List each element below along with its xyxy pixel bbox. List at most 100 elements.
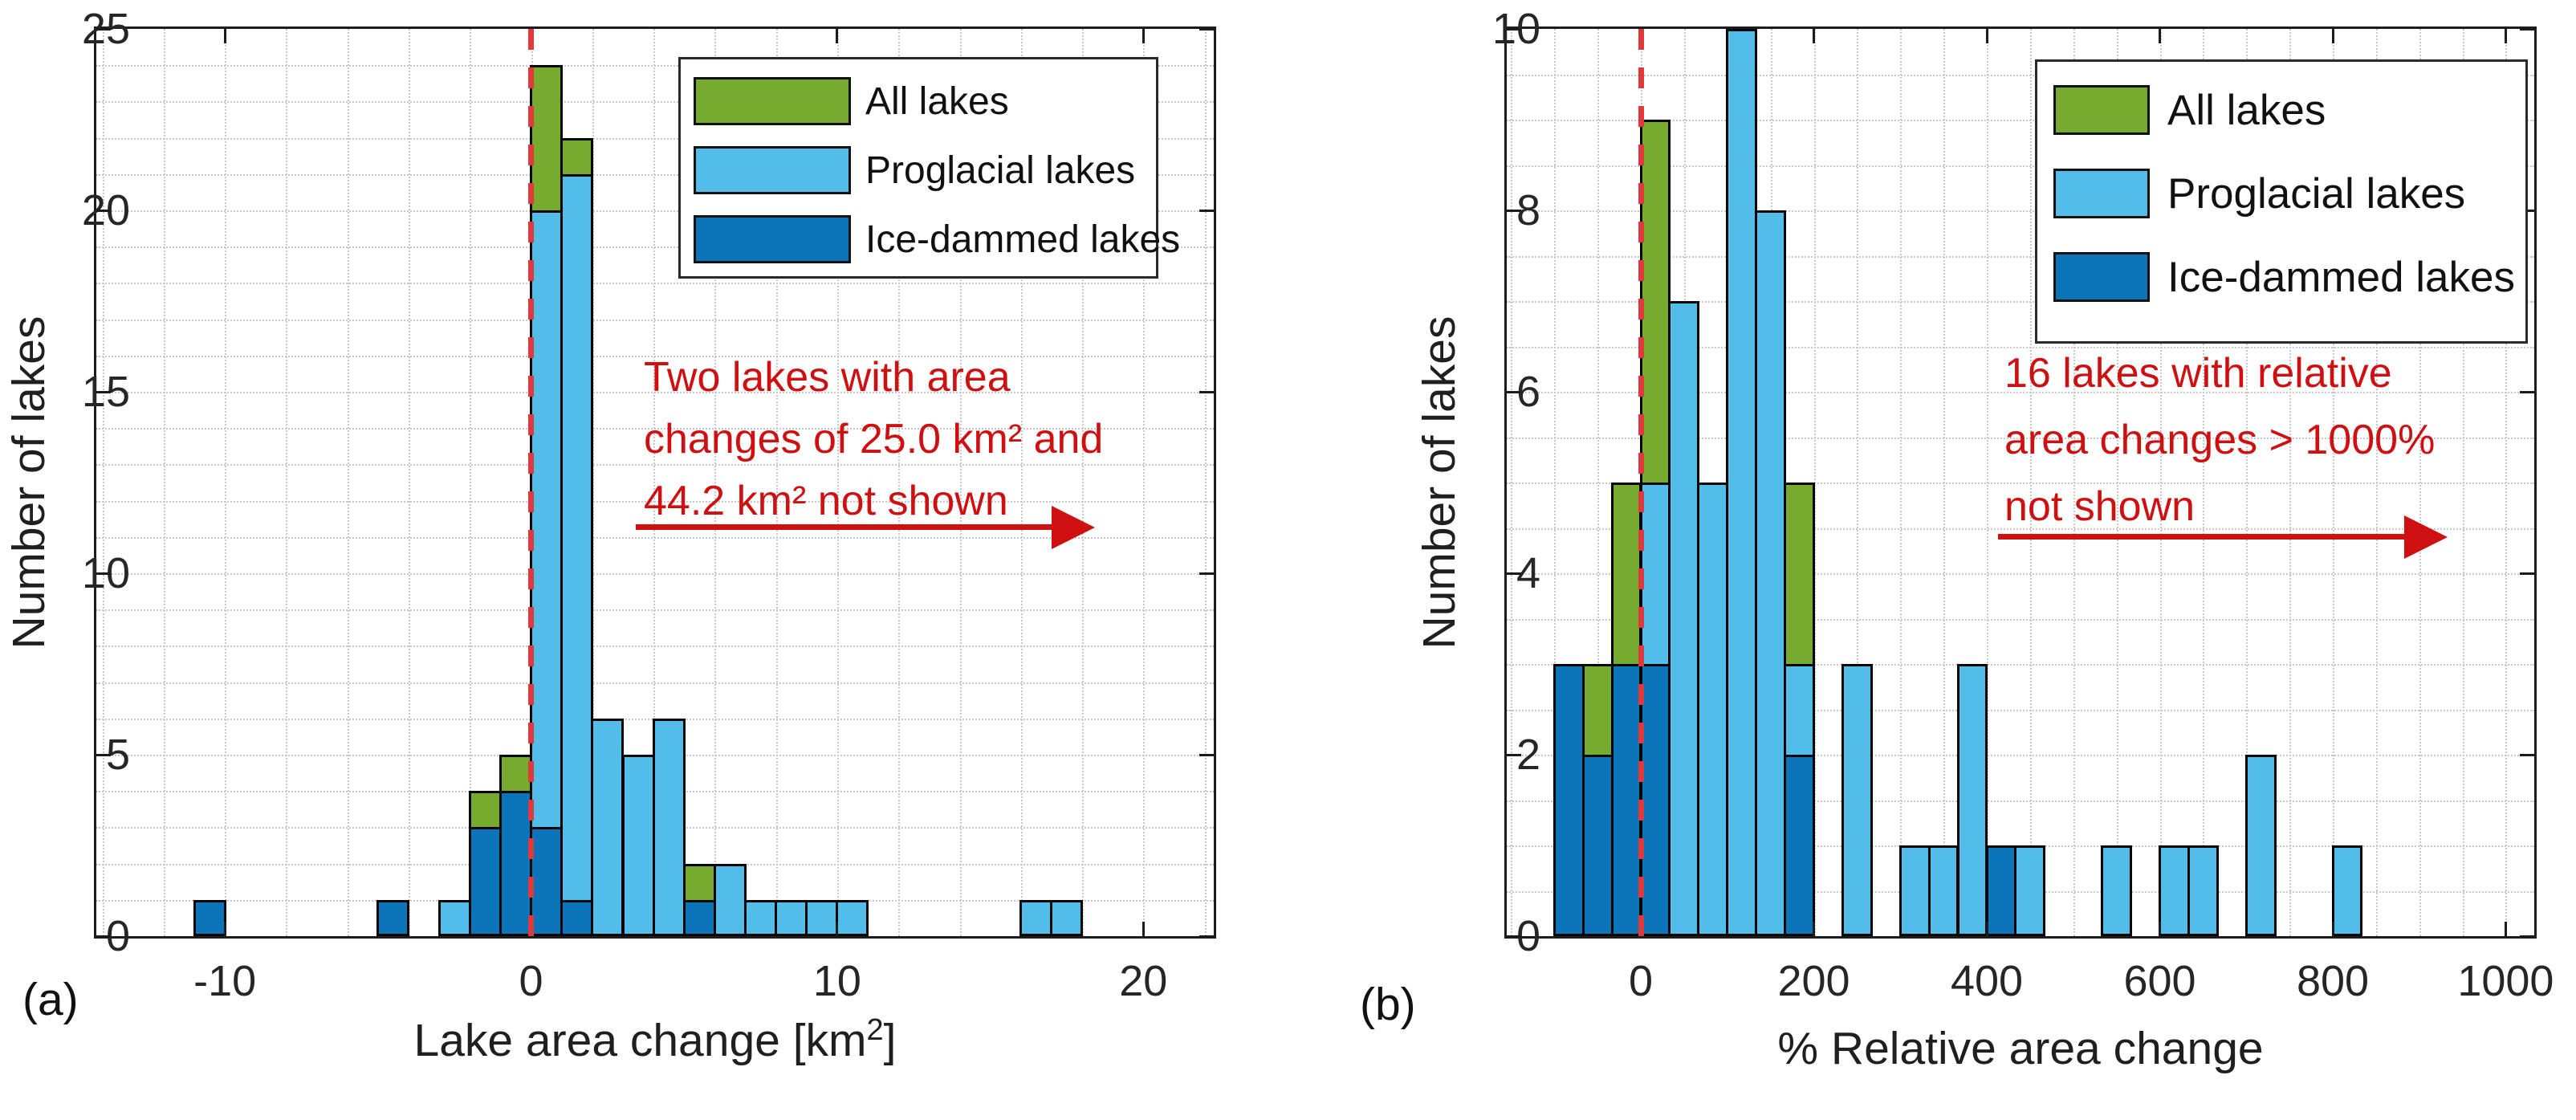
y-tick-label: 15 [81,368,130,416]
bar-segment-ice-dammed [376,899,410,936]
bar-segment-ice-dammed [499,791,532,936]
x-axis-label-a-end: ] [883,1015,897,1066]
gridline [714,29,717,936]
annotation-b-line1: 16 lakes with relative [2004,350,2392,397]
legend-label: Proglacial lakes [865,149,1136,192]
y-tick-mark [1199,572,1214,575]
y-tick-label: 20 [81,186,130,234]
gridline [1507,437,2534,439]
gridline [96,646,1214,648]
annotation-b: 16 lakes with relative area changes > 10… [2004,340,2435,540]
y-tick-mark [1507,572,1521,575]
x-tick-mark [836,29,839,43]
bar-segment-proglacial [2101,845,2132,936]
bar-segment-proglacial [775,899,808,936]
gridline [96,573,1214,575]
x-tick-mark [1813,922,1815,936]
bar-segment-ice-dammed [1581,755,1614,936]
gridline [96,283,1214,285]
legend-label: Ice-dammed lakes [2167,253,2516,301]
x-tick-label: 20 [1119,957,1168,1005]
gridline [347,29,349,936]
y-tick-label: 2 [1516,731,1540,779]
gridline [1507,74,2534,76]
gridline [96,500,1214,503]
gridline [96,246,1214,249]
bar-segment-proglacial [1639,483,1671,666]
legend-b: All lakes Proglacial lakes Ice-dammed lake… [2035,59,2528,344]
bar-segment-all-lakes [1639,120,1671,485]
y-tick-mark [96,390,111,393]
bar-segment-ice-dammed [193,899,226,936]
bar-segment-all-lakes [1784,483,1815,666]
gridline [1507,618,2534,621]
legend-label: All lakes [865,79,1009,123]
bar-segment-ice-dammed [530,827,564,936]
gridline [96,101,1214,104]
gridline [1204,29,1207,936]
gridline [1507,392,2534,393]
x-axis-label-b-text: % Relative area change [1777,1023,2264,1074]
bar-segment-proglacial [805,899,839,936]
bar-segment-proglacial [652,718,686,936]
y-tick-mark [96,27,111,31]
x-tick-mark [836,922,839,936]
gridline [1507,120,2534,121]
bar-segment-all-lakes [499,755,532,794]
y-tick-mark [1199,27,1214,31]
bar-segment-proglacial [437,899,471,936]
x-tick-mark [2504,922,2507,936]
panel-label-b: (b) [1360,979,1416,1030]
bar-segment-all-lakes [530,65,564,213]
gridline [775,29,778,936]
gridline [1507,527,2534,530]
legend-label: Proglacial lakes [2167,169,2466,218]
y-tick-label: 8 [1516,186,1540,234]
x-tick-mark [2159,29,2161,43]
x-tick-label: -10 [193,957,257,1005]
bar-segment-proglacial [1697,483,1729,936]
y-tick-label: 10 [1491,5,1540,53]
gridline [225,29,227,936]
gridline [836,29,839,936]
legend-item: Proglacial lakes [2053,169,2465,218]
legend-item: Ice-dammed lakes [694,215,1180,263]
gridline [653,29,656,936]
y-tick-mark [1507,935,1521,938]
bar-segment-proglacial [1726,29,1758,936]
legend-label: Ice-dammed lakes [865,218,1181,261]
annotation-a-arrow-head [1052,506,1095,549]
gridline [409,29,410,936]
bar-segment-ice-dammed [468,827,502,936]
y-tick-mark [1507,390,1521,393]
y-tick-mark [1199,390,1214,393]
legend-swatch-ice-dammed-lakes [694,215,851,263]
legend-swatch-ice-dammed-lakes [2053,252,2150,302]
gridline [96,464,1214,466]
gridline [96,428,1214,430]
gridline [1143,29,1146,936]
y-tick-label: 10 [81,549,130,597]
x-axis-label-a-sup: 2 [866,1013,884,1047]
annotation-b-line3: not shown [2004,483,2196,530]
annotation-a-arrow-line [636,524,1056,530]
y-tick-mark [1507,753,1521,756]
bar-segment-ice-dammed [682,899,716,936]
x-tick-label: 0 [1628,957,1654,1005]
y-tick-mark [1199,935,1214,938]
legend-swatch-proglacial-lakes [694,146,851,194]
annotation-a: Two lakes with area changes of 25.0 km² … [644,347,1103,532]
zero-reference-line [528,29,534,936]
y-tick-mark [2520,753,2534,756]
y-tick-label: 0 [1516,912,1540,960]
bar-segment-proglacial [1898,845,1931,936]
x-axis-label-a-text: Lake area change [km [413,1015,867,1066]
bar-segment-all-lakes [1581,664,1614,757]
annotation-b-line2: area changes > 1000% [2004,417,2436,463]
x-tick-mark [2331,29,2334,43]
gridline [959,29,962,936]
bar-segment-proglacial [1784,664,1815,757]
gridline [96,682,1214,684]
y-tick-mark [2520,935,2534,938]
legend-item: Ice-dammed lakes [2053,252,2515,302]
